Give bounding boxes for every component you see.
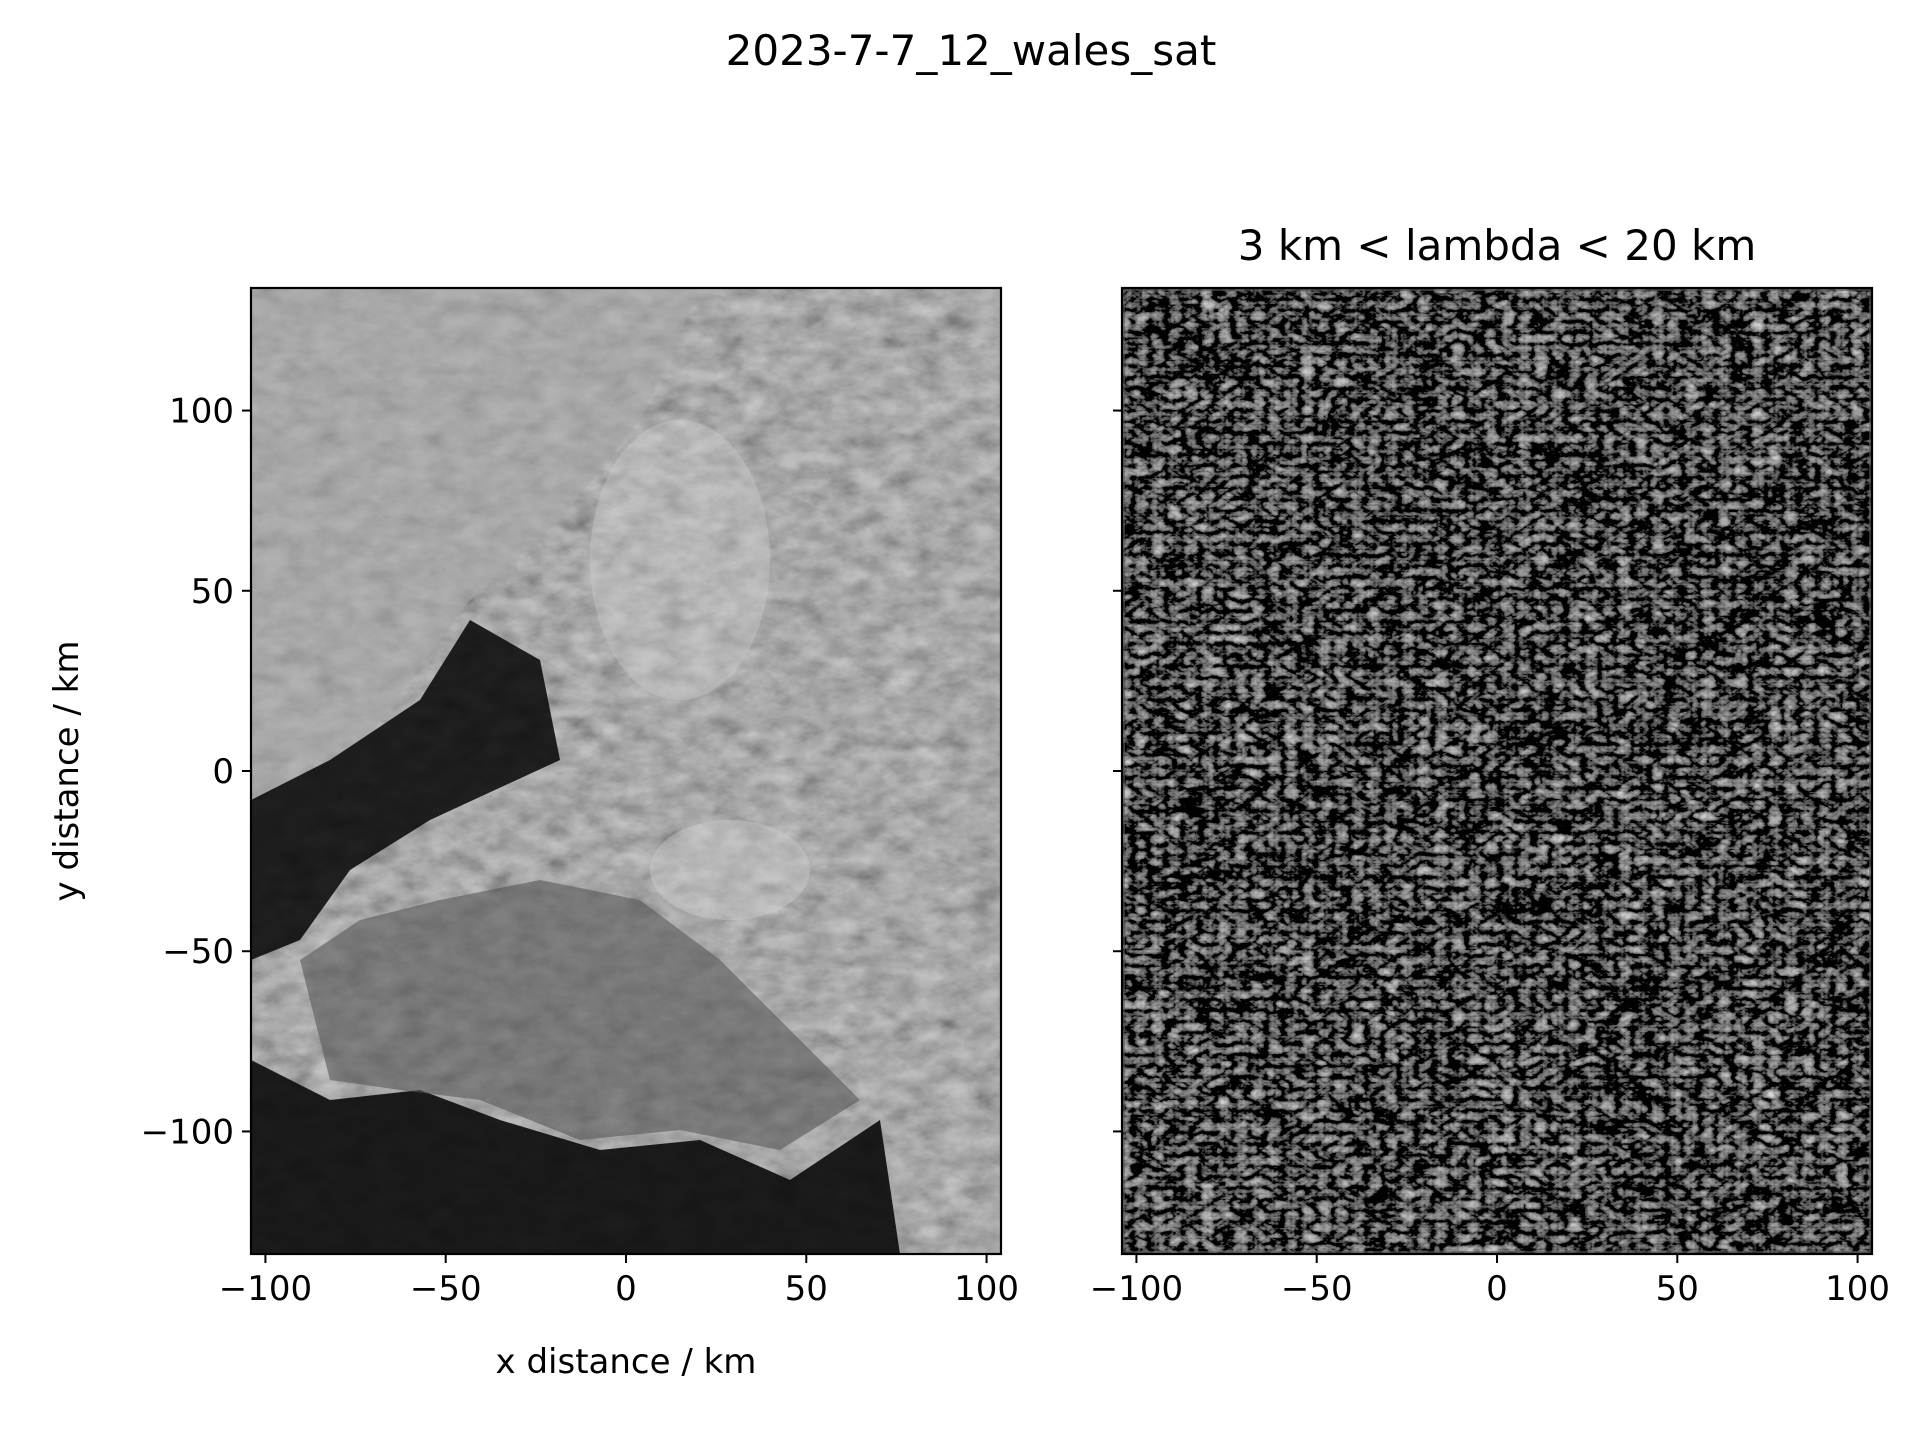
filtered-image-texture [1122,288,1872,1254]
sea-region-south [251,1060,900,1254]
land-region [300,880,860,1150]
right-panel-title: 3 km < lambda < 20 km [1238,221,1757,270]
x-tick-label: −100 [219,1269,312,1309]
x-tick-label: 50 [785,1269,828,1309]
x-tick-label: 0 [615,1269,637,1309]
figure-title: 2023-7-7_12_wales_sat [726,26,1217,75]
x-tick-label: 50 [1656,1269,1699,1309]
y-tick-label: 50 [191,572,234,612]
y-tick-label: 100 [169,392,234,432]
x-tick-label: 0 [1486,1269,1508,1309]
axis-ticks: −100 −50 0 50 100 −100 −50 0 50 100 −100 −50 0 50 100 [141,392,1890,1309]
x-tick-label: 100 [1825,1269,1890,1309]
y-tick-label: −50 [162,932,234,972]
x-tick-label: −50 [410,1269,482,1309]
filtered-image-panel [1122,288,1872,1254]
left-x-axis-label: x distance / km [496,1342,757,1382]
x-tick-label: −100 [1090,1269,1183,1309]
left-y-axis-label: y distance / km [47,641,87,902]
satellite-image-panel [251,288,1001,1254]
x-tick-label: 100 [954,1269,1019,1309]
cloud-region [251,288,700,880]
sea-region-west [251,620,560,960]
y-tick-label: 0 [212,752,234,792]
x-tick-label: −50 [1281,1269,1353,1309]
y-tick-label: −100 [141,1112,234,1152]
